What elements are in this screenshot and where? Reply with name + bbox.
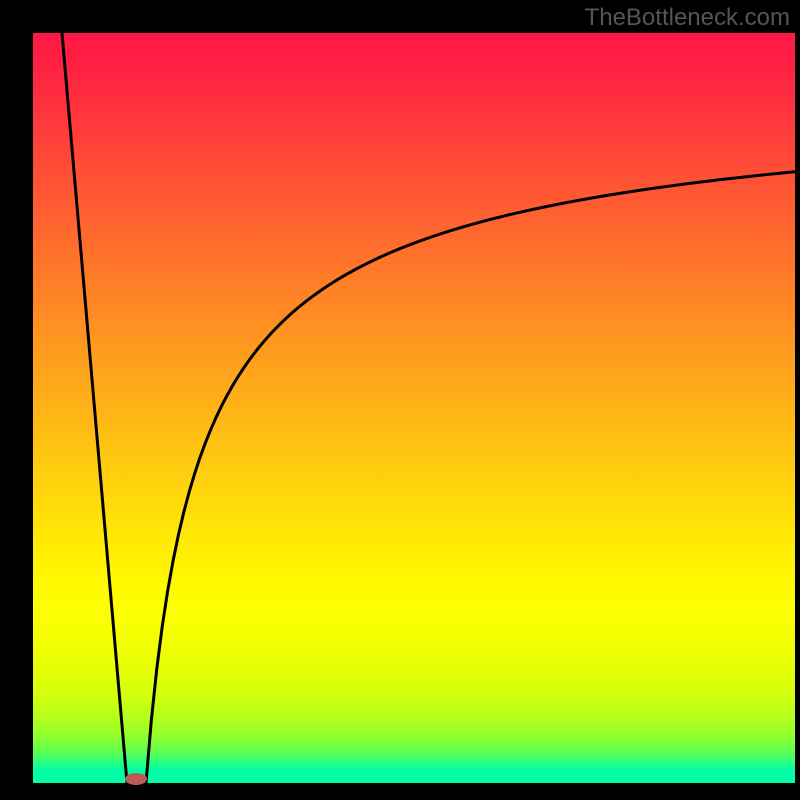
sweet-spot-marker <box>125 773 147 785</box>
plot-background <box>33 33 795 783</box>
bottleneck-chart <box>0 0 800 800</box>
chart-container: { "watermark": { "text": "TheBottleneck.… <box>0 0 800 800</box>
watermark-text: TheBottleneck.com <box>585 4 790 32</box>
